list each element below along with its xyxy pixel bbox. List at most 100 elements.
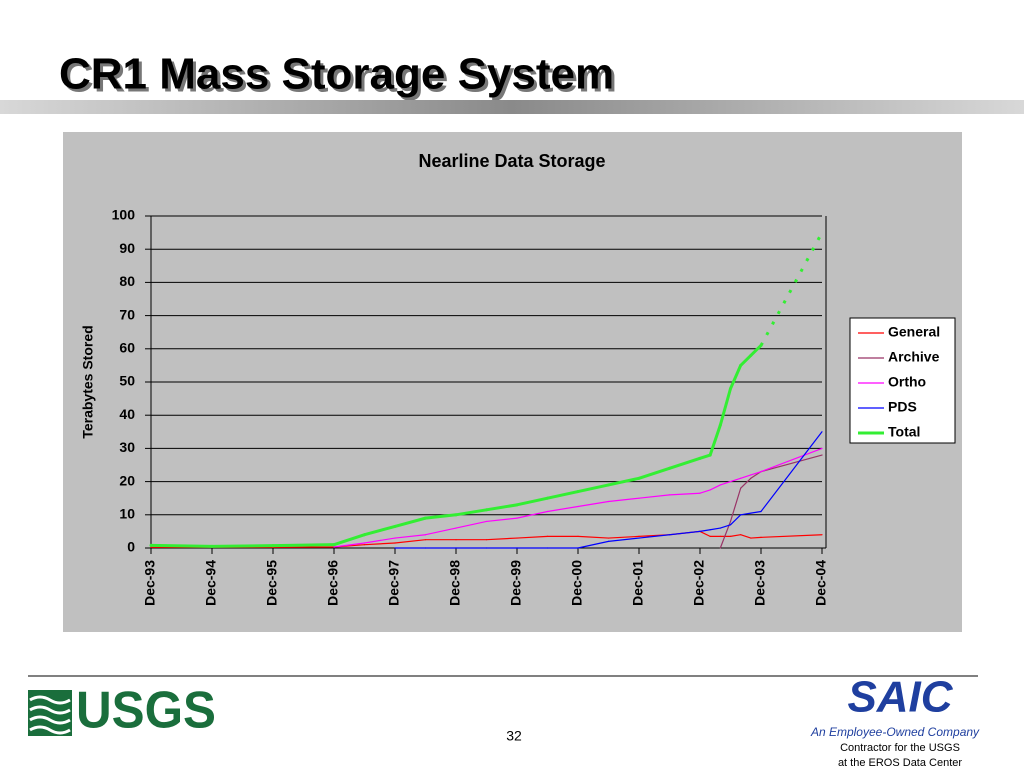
series-segment [149, 543, 214, 548]
series-segment [363, 537, 396, 544]
series-segment [750, 510, 762, 514]
series-segment [577, 535, 610, 539]
x-tick-label: Dec-99 [508, 560, 524, 606]
series-segment [210, 544, 275, 548]
series-segment [577, 500, 610, 508]
series-segment [709, 484, 721, 491]
series-segment [718, 387, 732, 427]
series-segment [546, 490, 580, 500]
x-tick-label: Dec-95 [264, 560, 280, 606]
series-segment [668, 456, 702, 470]
title-bar [0, 100, 1024, 114]
series-segment [485, 503, 519, 512]
series-segment [699, 529, 711, 533]
series-segment [740, 474, 752, 479]
x-tick-label: Dec-01 [630, 560, 646, 606]
y-tick-label: 90 [119, 240, 135, 256]
series-segment [363, 542, 396, 546]
x-tick-label: Dec-02 [691, 560, 707, 606]
series-segment [394, 534, 427, 539]
x-tick-label: Dec-04 [813, 560, 829, 606]
x-tick-label: Dec-03 [752, 560, 768, 606]
series-segment [740, 534, 752, 539]
logo-text: USGS [76, 682, 216, 740]
series-segment [424, 527, 457, 536]
logo-waves [29, 695, 71, 735]
legend-label: Archive [888, 349, 940, 365]
series-segment [709, 527, 721, 531]
x-tick-label: Dec-96 [325, 560, 341, 606]
legend-label: PDS [888, 399, 917, 415]
y-tick-label: 80 [119, 273, 135, 289]
series-segment [740, 477, 752, 489]
series-segment [546, 505, 579, 513]
series-segment [729, 534, 742, 537]
legend-label: General [888, 324, 940, 340]
y-tick-label: 70 [119, 306, 135, 322]
series-segment [577, 540, 610, 549]
series-segment [393, 516, 427, 528]
series-segment [332, 533, 366, 547]
series-segment [699, 489, 711, 494]
series-segment [637, 466, 671, 480]
series-segment [719, 481, 732, 486]
series-segment [607, 537, 640, 542]
series-segment [719, 524, 732, 529]
chart-title: Nearline Data Storage [418, 151, 605, 171]
series-segment [749, 343, 763, 357]
series-segment [729, 477, 742, 483]
plot: Nearline Data Storage Terabytes Stored 0 10… [80, 151, 956, 606]
x-tick-label: Dec-94 [203, 560, 219, 606]
series-segment [729, 363, 743, 391]
series-segment [760, 534, 823, 538]
y-tick-label: 50 [119, 373, 135, 389]
y-tick-label: 60 [119, 340, 135, 356]
contractor-line: at the EROS Data Center [838, 757, 962, 768]
series-segment [424, 513, 458, 520]
series-segment [668, 492, 701, 496]
series-segment [454, 508, 488, 517]
series-segment [576, 483, 610, 494]
y-tick-label: 0 [127, 539, 135, 555]
series-segment [729, 514, 742, 526]
page-number: 32 [506, 728, 522, 744]
series-segment [699, 530, 711, 537]
series-segment [698, 453, 712, 460]
x-tick-label: Dec-97 [386, 560, 402, 606]
tagline: An Employee-Owned Company [810, 725, 980, 739]
y-axis-label: Terabytes Stored [80, 325, 96, 438]
series-segment [760, 447, 823, 473]
legend-label: Total [888, 424, 920, 440]
series-segment [607, 476, 641, 487]
series-segment [760, 431, 823, 513]
legend [849, 317, 956, 444]
title-shadow: CR1 Mass Storage System [62, 53, 617, 102]
series-segment [607, 497, 640, 503]
y-tick-label: 30 [119, 439, 135, 455]
series-segment [638, 534, 671, 539]
series-segment [515, 496, 549, 507]
series-segment [750, 471, 762, 476]
series-segment [394, 539, 427, 544]
series-segment [516, 535, 549, 539]
y-tick-label: 40 [119, 406, 135, 422]
series-segment [740, 512, 752, 516]
series-segment [739, 353, 753, 367]
series-segment [760, 454, 823, 473]
series-segment [750, 536, 762, 539]
slide-title: CR1 Mass Storage System [59, 50, 614, 99]
x-tick-label: Dec-98 [447, 560, 463, 606]
series-segment [455, 520, 488, 529]
y-tick-label: 10 [119, 506, 135, 522]
x-tick-label: Dec-93 [142, 560, 158, 606]
series-segment [363, 524, 397, 537]
contractor-line: Contractor for the USGS [840, 742, 960, 754]
x-tick-label: Dec-00 [569, 560, 585, 606]
series-segment [638, 494, 671, 499]
series-segment [729, 487, 742, 523]
y-tick-label: 20 [119, 472, 135, 488]
usgs-logo: USGS [28, 682, 216, 740]
series-segment [668, 530, 701, 536]
series-segment [708, 423, 722, 457]
